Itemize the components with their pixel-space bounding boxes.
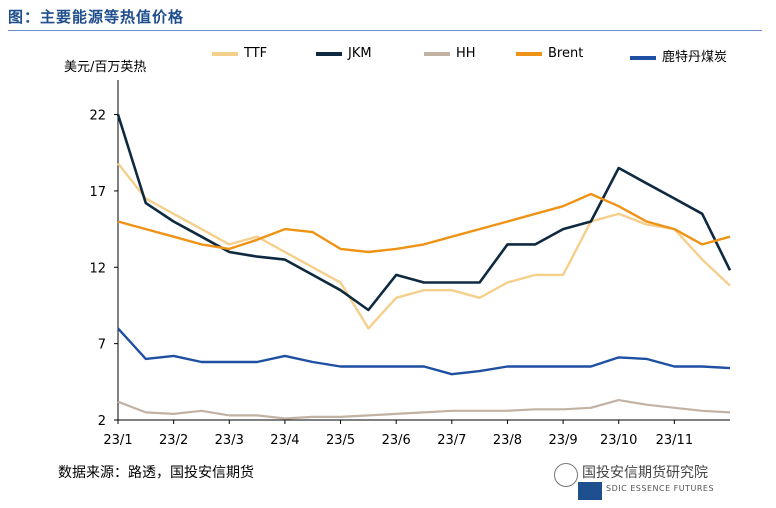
y-tick-label: 2 <box>98 414 106 429</box>
brand-logo-mark <box>578 482 602 500</box>
legend-item-coal: 鹿特丹煤炭 <box>630 46 727 65</box>
x-tick-label: 23/11 <box>656 433 693 448</box>
legend-label-brent: Brent <box>548 46 584 61</box>
legend-label-coal: 鹿特丹煤炭 <box>662 50 728 65</box>
series-line-ttf <box>117 162 731 330</box>
legend-swatch-jkm <box>316 51 342 56</box>
legend-swatch-ttf <box>212 51 238 56</box>
y-tick-label: 12 <box>89 261 106 276</box>
title-rule <box>8 30 762 31</box>
legend-label-ttf: TTF <box>244 46 268 61</box>
legend-swatch-coal <box>630 55 656 60</box>
legend: TTF JKM HH Brent 鹿特丹煤炭 <box>212 44 772 68</box>
watermark-text: 国投安信期货研究院 <box>582 465 708 481</box>
x-tick-label: 23/10 <box>600 433 637 448</box>
legend-item-jkm: JKM <box>316 46 372 61</box>
y-tick-label: 17 <box>89 185 106 200</box>
y-axis-label: 美元/百万英热 <box>64 60 147 75</box>
x-tick-label: 23/3 <box>215 433 244 448</box>
wechat-icon <box>554 463 578 487</box>
series-line-hh <box>117 399 731 420</box>
x-tick-label: 23/8 <box>493 433 522 448</box>
series-line-jkm <box>116 114 732 312</box>
x-tick-label: 23/7 <box>437 433 466 448</box>
legend-item-hh: HH <box>424 46 476 61</box>
legend-item-ttf: TTF <box>212 46 267 61</box>
y-tick-label: 22 <box>89 109 106 124</box>
series-line-coal <box>117 327 731 376</box>
x-tick-label: 23/5 <box>326 433 355 448</box>
x-tick-label: 23/9 <box>548 433 577 448</box>
legend-item-brent: Brent <box>516 46 583 61</box>
x-tick-label: 23/1 <box>103 433 132 448</box>
y-tick-label: 7 <box>98 338 106 353</box>
legend-swatch-brent <box>516 51 542 56</box>
x-tick-label: 23/6 <box>382 433 411 448</box>
legend-label-jkm: JKM <box>348 46 372 61</box>
watermark: 国投安信期货研究院 SDIC ESSENCE FUTURES <box>548 460 768 504</box>
series-line-brent <box>117 192 731 254</box>
legend-label-hh: HH <box>456 46 476 61</box>
watermark-subtext: SDIC ESSENCE FUTURES <box>606 484 715 493</box>
legend-swatch-hh <box>424 51 450 56</box>
source-note: 数据来源：路透，国投安信期货 <box>58 465 254 481</box>
x-tick-label: 23/2 <box>159 433 188 448</box>
x-tick-label: 23/4 <box>270 433 299 448</box>
chart-title: 图：主要能源等热值价格 <box>8 8 185 26</box>
